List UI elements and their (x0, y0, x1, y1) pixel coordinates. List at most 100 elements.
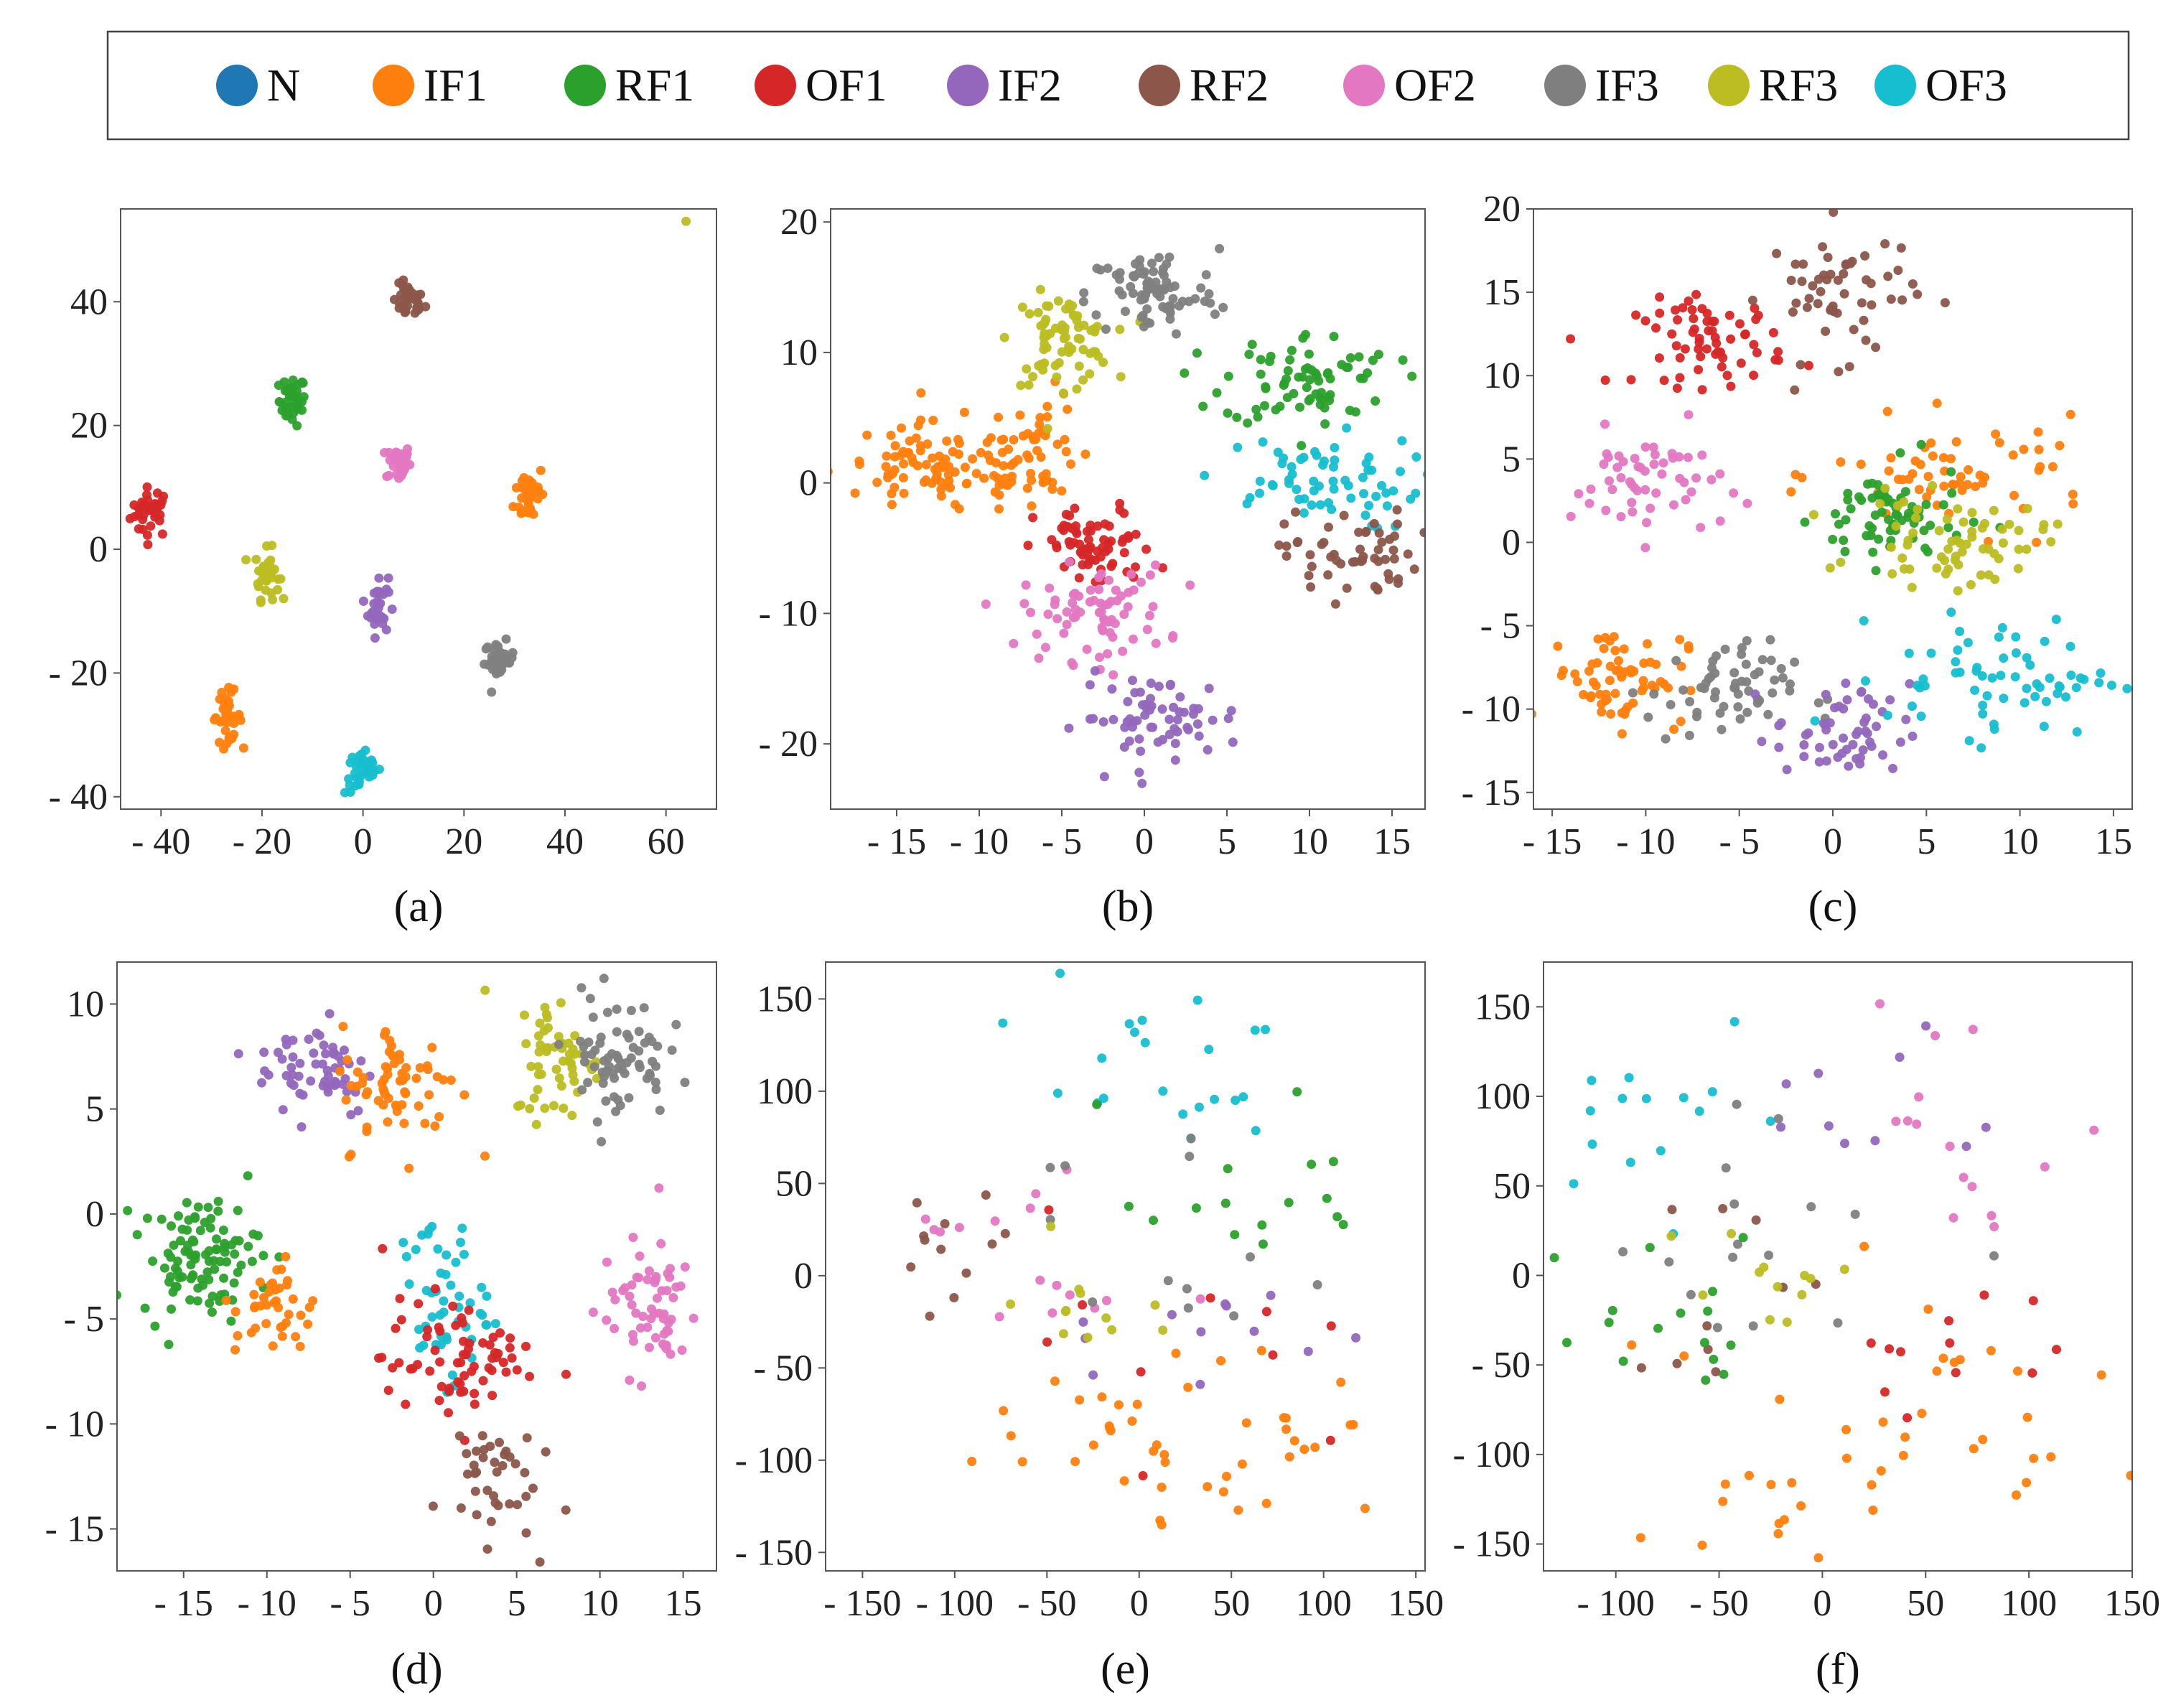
data-point-if1 (1586, 693, 1596, 703)
data-point-if3 (1666, 700, 1676, 709)
data-point-rf2 (1373, 545, 1383, 555)
data-point-of3 (2045, 673, 2055, 683)
y-tick-label: 0 (1512, 1255, 1531, 1296)
data-point-rf2 (1913, 289, 1923, 299)
data-point-if1 (986, 433, 996, 443)
data-point-rf2 (412, 290, 422, 300)
data-point-rf3 (1115, 325, 1125, 335)
data-point-if1 (335, 1066, 345, 1076)
data-point-rf1 (1676, 1308, 1686, 1318)
y-tick-label: - 10 (45, 1404, 104, 1445)
data-point-rf2 (1374, 528, 1384, 538)
data-point-of3 (459, 1249, 469, 1259)
data-point-of1 (395, 1294, 405, 1304)
data-point-rf3 (1967, 532, 1977, 542)
data-point-rf3 (536, 1040, 546, 1050)
data-point-if1 (2034, 444, 2044, 454)
data-point-if3 (1060, 1161, 1070, 1171)
data-point-rf1 (1877, 507, 1887, 517)
data-point-rf1 (1247, 340, 1257, 350)
data-point-if3 (1757, 655, 1768, 665)
data-point-of1 (1655, 308, 1665, 318)
data-point-of1 (1023, 541, 1033, 551)
data-point-rf2 (1829, 209, 1839, 217)
data-point-if3 (1813, 698, 1824, 708)
data-point-if1 (1261, 1498, 1271, 1508)
data-point-rf1 (148, 1256, 158, 1266)
data-point-rf3 (1953, 504, 1963, 514)
legend-entry-if2: IF2 (947, 60, 1062, 111)
data-point-of3 (354, 780, 364, 790)
data-point-if3 (1142, 283, 1152, 293)
data-point-rf2 (462, 1469, 472, 1479)
data-point-rf1 (1323, 368, 1333, 378)
data-point-of2 (1679, 477, 1689, 487)
data-point-rf2 (1370, 554, 1380, 564)
data-point-if1 (223, 710, 233, 720)
data-point-rf3 (1042, 424, 1052, 434)
data-point-if3 (585, 994, 595, 1004)
data-point-if1 (916, 388, 926, 398)
data-point-if2 (1204, 683, 1214, 694)
data-point-rf3 (551, 1064, 561, 1074)
data-point-rf1 (1191, 1203, 1201, 1213)
data-point-if3 (1142, 317, 1152, 327)
data-point-if1 (295, 1342, 305, 1351)
data-point-of3 (1907, 701, 1917, 711)
data-point-if1 (296, 1310, 306, 1320)
data-point-of2 (1021, 580, 1031, 590)
data-point-of2 (627, 1280, 637, 1290)
data-point-rf3 (1782, 1317, 1792, 1327)
data-point-if1 (1057, 486, 1067, 496)
data-point-if1 (938, 459, 948, 469)
data-point-of2 (1101, 1296, 1111, 1305)
data-point-if1 (1939, 481, 1949, 491)
data-point-if3 (495, 667, 505, 677)
data-point-of3 (1996, 671, 2006, 681)
data-point-of1 (1689, 314, 1699, 324)
data-point-of3 (1124, 1019, 1134, 1029)
data-point-of3 (1641, 1093, 1651, 1103)
data-point-if3 (1686, 1289, 1696, 1299)
data-point-if2 (1841, 745, 1852, 755)
data-point-if1 (889, 482, 900, 493)
data-point-of3 (482, 1291, 492, 1301)
data-point-of3 (1258, 437, 1268, 447)
data-point-rf2 (561, 1505, 571, 1515)
data-point-of1 (1724, 310, 1734, 320)
data-point-if1 (1007, 472, 1017, 481)
data-point-if1 (953, 434, 963, 444)
data-point-if3 (671, 1019, 681, 1030)
data-point-rf1 (1873, 480, 1883, 490)
data-point-rf2 (1844, 362, 1854, 372)
data-point-if3 (1139, 294, 1149, 304)
data-point-of3 (1178, 1109, 1188, 1119)
data-point-if2 (1107, 684, 1117, 694)
data-point-if1 (854, 456, 864, 466)
data-point-of2 (1052, 1280, 1062, 1290)
y-tick-label: 150 (757, 979, 813, 1019)
data-point-rf2 (1307, 561, 1317, 571)
data-point-rf1 (281, 411, 291, 421)
data-point-rf1 (1653, 1323, 1663, 1333)
data-point-of3 (456, 1238, 465, 1247)
data-point-rf2 (1000, 1228, 1010, 1238)
data-point-if1 (887, 500, 897, 510)
data-point-of1 (561, 1369, 571, 1379)
data-point-if2 (1088, 1370, 1098, 1380)
data-point-if3 (1129, 271, 1139, 281)
data-point-if1 (1617, 708, 1627, 718)
data-point-if1 (1978, 478, 1988, 488)
data-point-rf2 (472, 1446, 481, 1456)
legend-marker-of3 (1874, 65, 1916, 106)
data-point-of2 (662, 1286, 672, 1296)
data-point-rf2 (981, 1190, 991, 1200)
data-point-if1 (2019, 444, 2029, 454)
data-point-rf2 (1305, 550, 1315, 560)
data-point-if3 (1748, 1321, 1758, 1331)
data-point-if3 (1088, 1297, 1098, 1307)
data-point-rf2 (414, 304, 424, 314)
data-point-of2 (2040, 1162, 2050, 1172)
data-point-if3 (615, 1101, 625, 1111)
data-point-rf1 (174, 1273, 185, 1283)
